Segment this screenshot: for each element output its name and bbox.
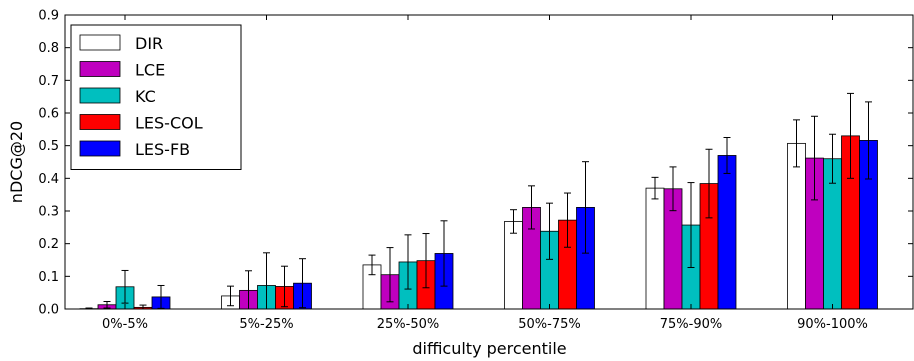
y-tick-label: 0.7: [38, 74, 59, 89]
y-tick-label: 0.9: [38, 9, 59, 24]
legend-swatch-kc: [79, 87, 121, 104]
y-tick-label: 0.2: [38, 237, 59, 252]
legend: DIR LCE KC LES-COL LES-FB: [70, 24, 242, 170]
legend-label-lce: LCE: [135, 61, 165, 80]
x-tick-label: 0%-5%: [102, 317, 148, 332]
bar-dir-5: [645, 187, 665, 310]
x-axis-label: difficulty percentile: [412, 339, 566, 358]
legend-swatch-lce: [79, 61, 121, 77]
legend-swatch-les-fb: [79, 140, 121, 157]
x-tick-label: 75%-90%: [660, 317, 722, 332]
y-tick-label: 0.5: [38, 139, 59, 154]
x-tick-label: 50%-75%: [518, 317, 580, 332]
plot-frame: [64, 14, 914, 310]
bar-dir-4: [504, 221, 523, 310]
legend-label-kc: KC: [135, 87, 156, 106]
legend-swatch-les-col: [79, 114, 121, 130]
y-tick-label: 0.0: [38, 303, 59, 318]
y-tick-label: 0.3: [38, 205, 59, 220]
legend-label-les-fb: LES-FB: [135, 140, 190, 159]
axes-layer: 0.0 0.1 0.2 0.3 0.4 0.5 0.6 0.7 0.8 0.9 0%-5% 5%-25…: [38, 9, 914, 332]
x-tick-label: 25%-50%: [377, 317, 439, 332]
x-tick-label: 5%-25%: [239, 317, 293, 332]
y-tick-label: 0.4: [38, 172, 59, 187]
legend-label-les-col: LES-COL: [135, 114, 203, 133]
bar-les-fb-5: [717, 155, 737, 310]
bar-dir-6: [787, 142, 806, 310]
y-axis-label: nDCG@20: [7, 121, 26, 203]
y-tick-label: 0.8: [38, 41, 59, 56]
y-tick-label: 0.6: [38, 107, 59, 122]
legend-swatch-dir: [79, 34, 121, 51]
errorbars-layer: [85, 92, 872, 310]
legend-label-dir: DIR: [135, 34, 163, 53]
bars-layer: [79, 135, 878, 310]
y-tick-label: 0.1: [38, 270, 59, 285]
x-tick-label: 90%-100%: [797, 317, 868, 332]
